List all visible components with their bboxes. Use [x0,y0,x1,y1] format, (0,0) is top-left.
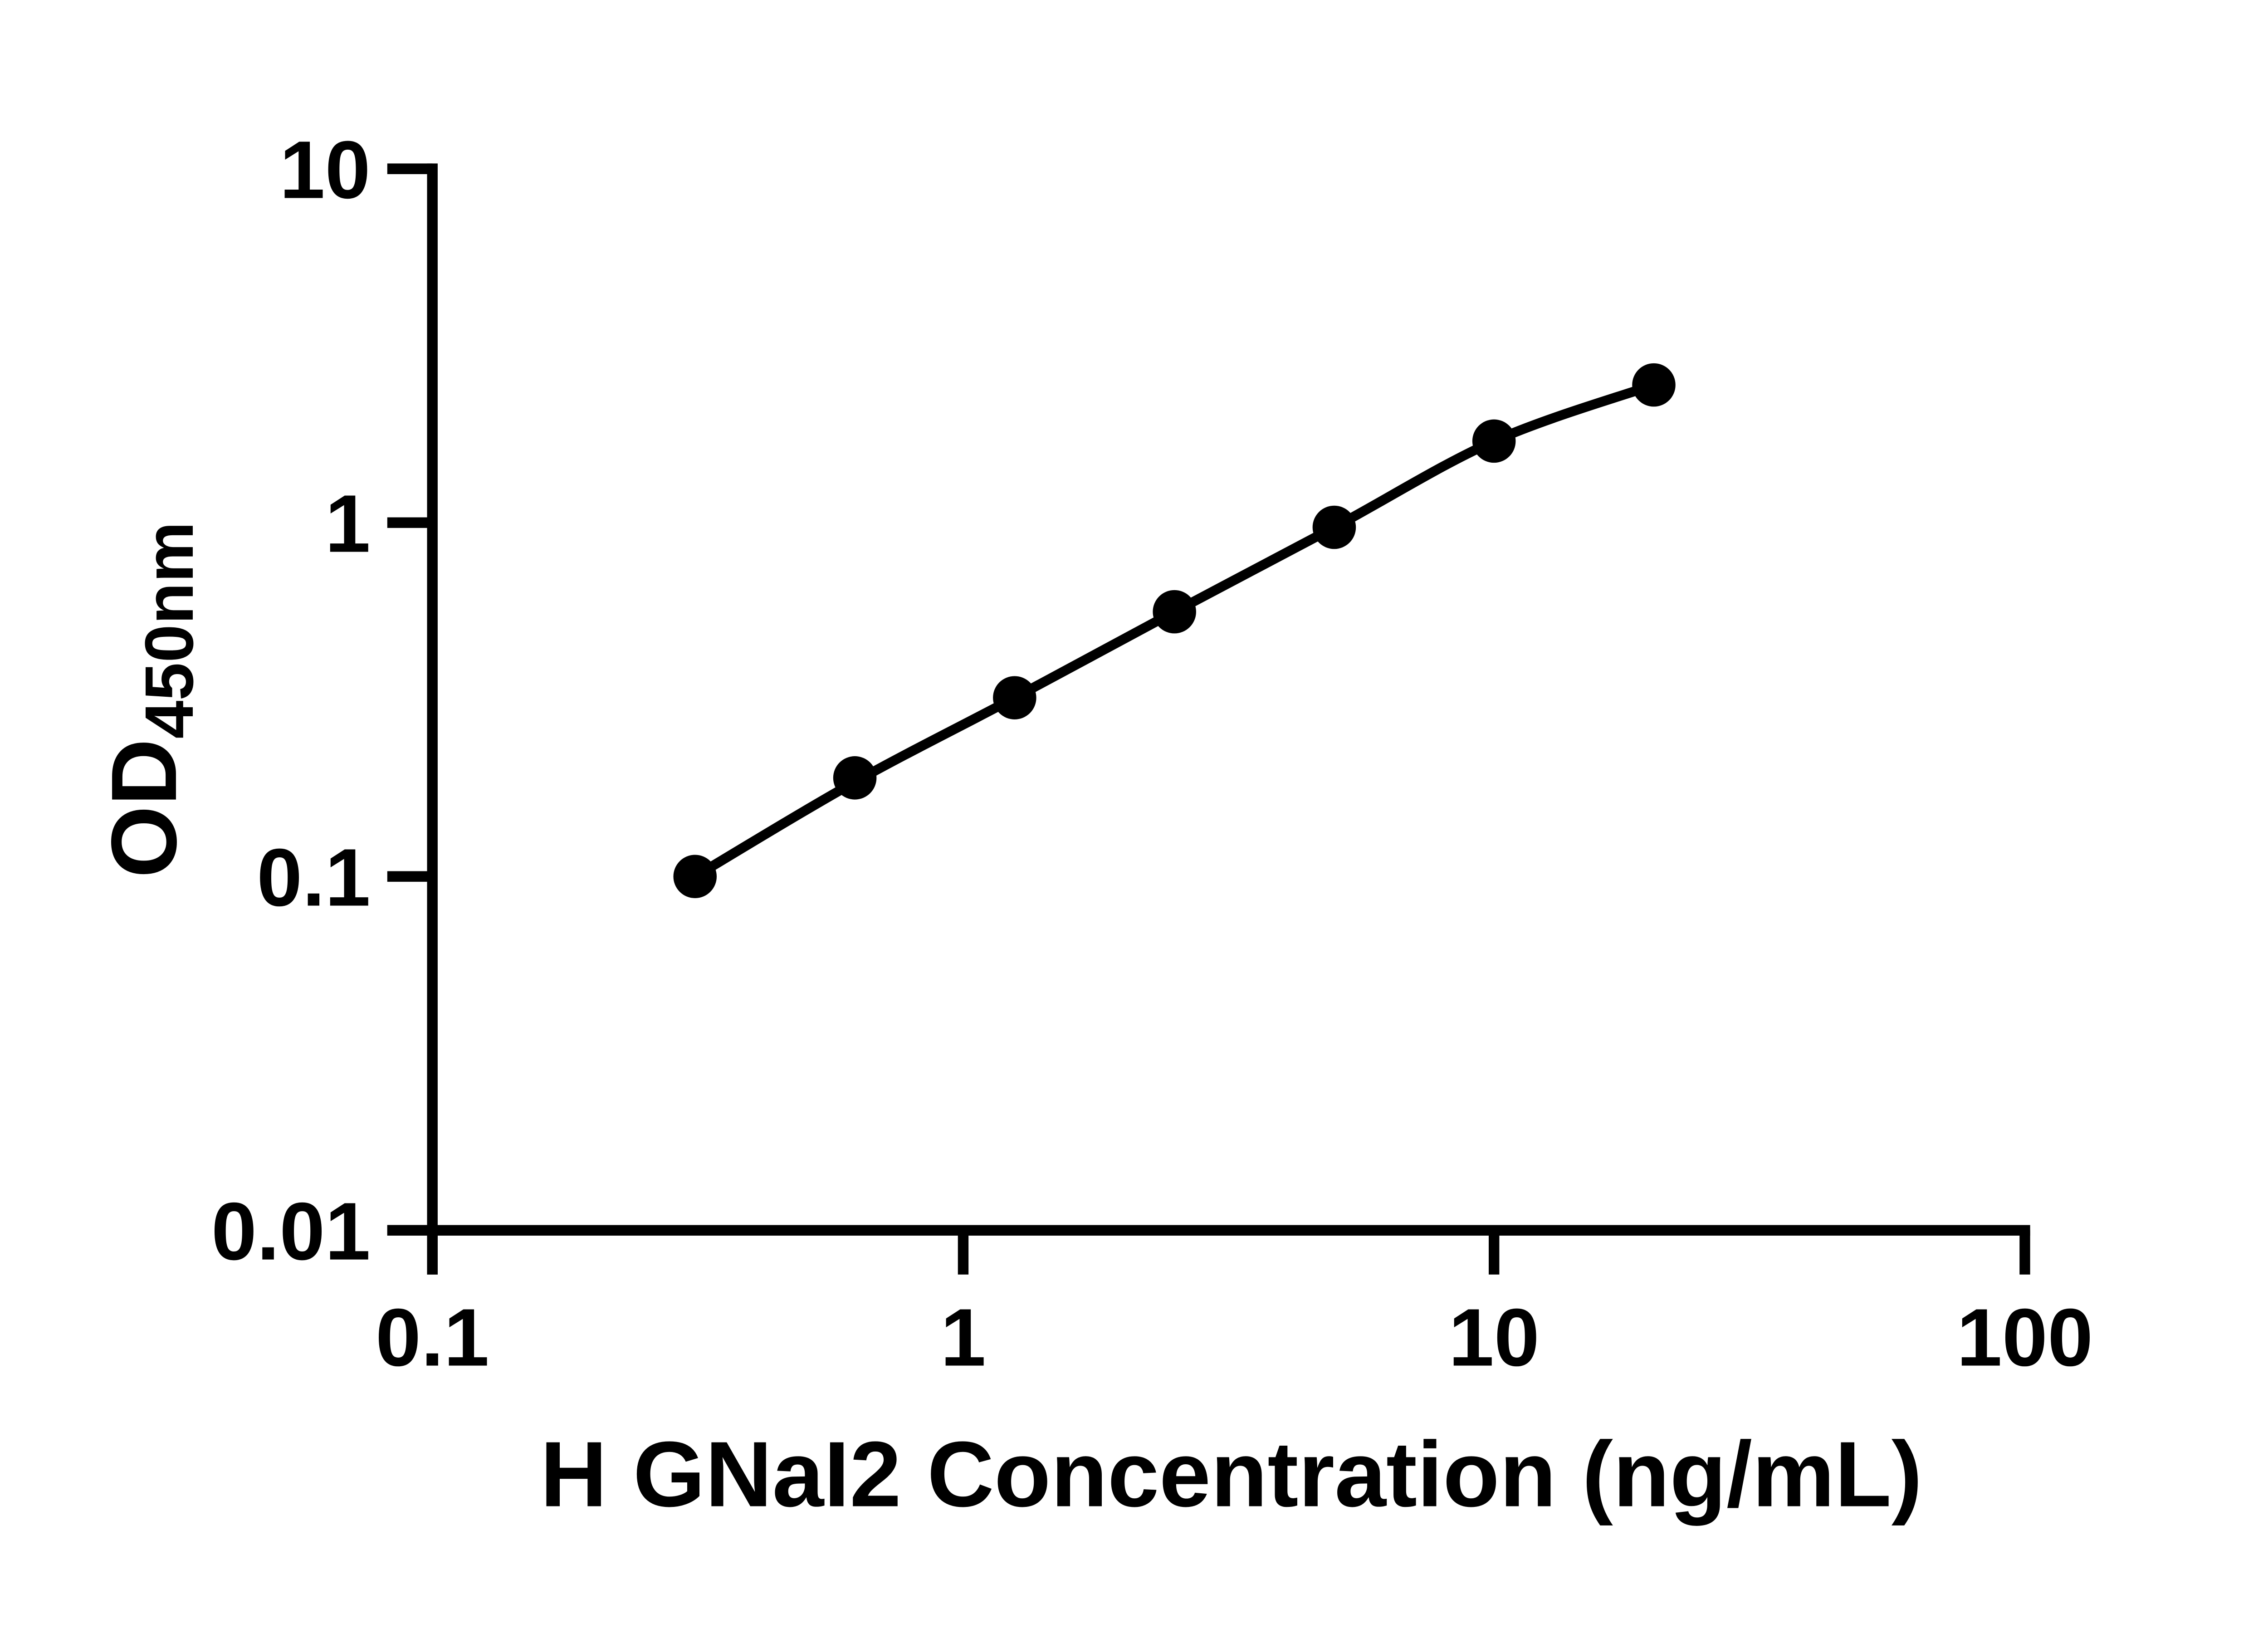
x-tick-label: 1 [940,1292,986,1384]
data-point-marker [833,756,877,800]
x-tick-label: 100 [1957,1292,2093,1384]
x-axis: 0.1 1 10 100 [376,1225,2093,1384]
x-axis-tick-labels: 0.1 1 10 100 [376,1292,2093,1384]
y-tick-label: 10 [279,124,371,215]
y-axis: 10 1 0.1 0.01 [211,124,438,1277]
data-point-marker [673,855,717,899]
y-tick-label: 0.01 [211,1186,371,1277]
y-tick-label: 1 [325,479,370,570]
x-tick-label: 0.1 [376,1292,489,1384]
x-tick-label: 10 [1448,1292,1540,1384]
data-point-marker [1153,590,1196,634]
data-point-marker [1472,419,1516,463]
y-axis-ticks [387,163,433,1236]
x-axis-title: H GNaI2 Concentration (ng/mL) [540,1423,1922,1526]
data-points [673,363,1676,899]
y-axis-title: OD450nm [93,522,208,878]
y-tick-label: 0.1 [257,832,371,924]
data-point-marker [993,676,1036,719]
data-point-marker [1632,363,1676,407]
y-axis-tick-labels: 10 1 0.1 0.01 [211,124,371,1277]
y-axis-title-main: OD [93,739,196,878]
data-point-marker [1312,505,1356,549]
x-axis-ticks [427,1230,2030,1275]
y-axis-title-subscript: 450nm [131,522,208,739]
